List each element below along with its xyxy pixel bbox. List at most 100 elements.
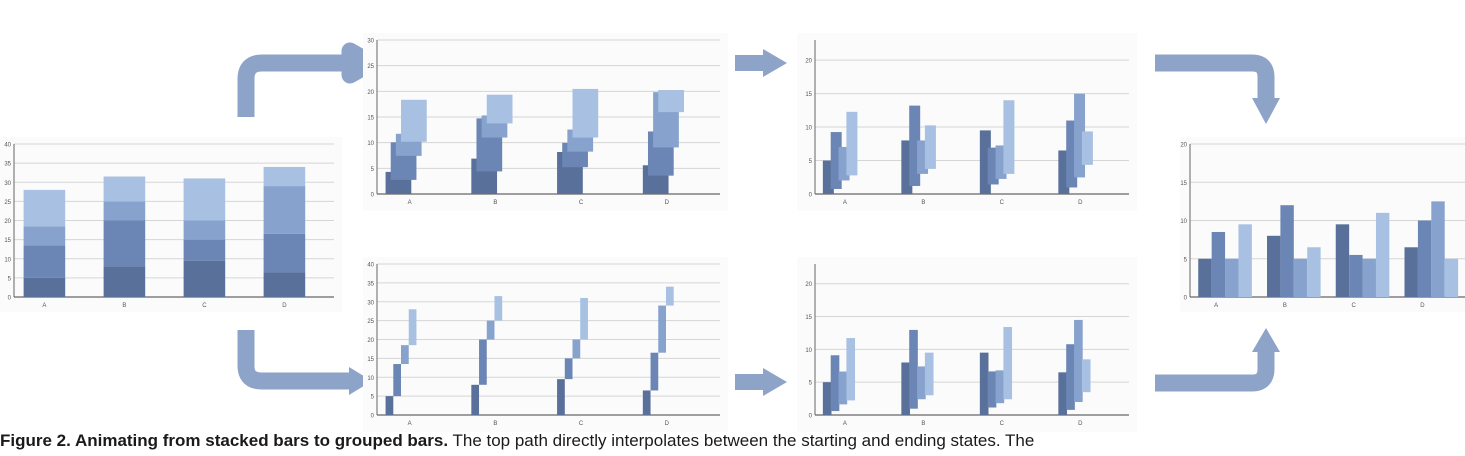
staggered-bar — [830, 355, 840, 412]
y-tick-label: 5 — [809, 381, 813, 387]
staggered-bar — [822, 382, 832, 415]
y-tick-label: 0 — [1184, 296, 1188, 302]
y-tick-label: 0 — [809, 414, 813, 420]
staggered-bar — [665, 286, 674, 306]
stacked-bar-segment — [263, 233, 306, 273]
interpolated-bar — [1081, 131, 1093, 165]
grouped-bar — [1293, 258, 1308, 297]
y-tick-label: 5 — [809, 159, 813, 165]
staggered-bar — [917, 366, 926, 400]
x-tick-label: A — [843, 200, 847, 206]
charts-layer: 0 5 10 15 20 25 30 35 40 A B C D 0 5 10 15 20 25 30 A B C D 0 5 10… — [0, 33, 1465, 432]
staggered-bar — [393, 364, 402, 397]
bars — [1198, 201, 1459, 297]
y-tick-label: 15 — [367, 357, 374, 363]
y-tick-label: 40 — [367, 263, 374, 269]
staggered-bar — [1003, 327, 1013, 400]
grouped-bar — [1267, 235, 1281, 297]
staggered-bar — [557, 379, 565, 415]
arrow-head-icon — [1252, 328, 1280, 352]
x-tick-label: B — [921, 200, 925, 206]
y-tick-label: 5 — [371, 167, 375, 173]
staggered-bar — [642, 390, 651, 415]
stacked-bar-segment — [263, 166, 306, 187]
staggered-bar — [486, 320, 495, 340]
y-tick-label: 15 — [805, 92, 812, 98]
figure-caption: Figure 2. Animating from stacked bars to… — [0, 431, 1465, 456]
caption-text: The top path directly interpolates betwe… — [452, 431, 1035, 450]
y-tick-label: 20 — [4, 219, 11, 225]
arrow-head-icon — [349, 49, 372, 77]
staggered-bar — [1058, 372, 1067, 415]
y-tick-label: 30 — [367, 39, 374, 45]
bars — [385, 88, 684, 194]
arrow-head-icon — [349, 367, 372, 395]
stacked-bar-segment — [103, 176, 146, 202]
grouped-bar — [1307, 247, 1321, 297]
stacked-bar-segment — [103, 201, 146, 221]
stacked-bar-segment — [23, 245, 66, 278]
arrow-right-icon — [763, 49, 787, 77]
bars — [822, 319, 1091, 415]
arrow-shaft-icon — [735, 55, 765, 71]
interpolated-bar — [1003, 100, 1015, 174]
bars — [385, 286, 674, 415]
bars — [822, 93, 1093, 194]
grouped-bar — [1280, 205, 1294, 297]
interpolated-bar — [486, 94, 513, 124]
staggered-bar — [979, 352, 989, 415]
staggered-bar — [909, 329, 918, 409]
interpolated-bar — [846, 111, 858, 176]
interpolated-bar — [987, 147, 999, 185]
grouped-bar — [1404, 247, 1418, 297]
stacked-bar-segment — [103, 266, 146, 297]
grouped-bar — [1238, 224, 1252, 297]
interpolated-bar — [924, 125, 936, 169]
grouped-bar — [1335, 224, 1350, 297]
x-tick-label: D — [1078, 421, 1083, 427]
y-tick-label: 10 — [1180, 219, 1187, 225]
y-tick-label: 10 — [4, 257, 11, 263]
grouped-bar — [1349, 254, 1363, 297]
y-tick-label: 35 — [367, 281, 374, 287]
interpolated-bar — [822, 160, 834, 194]
y-tick-label: 15 — [1180, 181, 1187, 187]
staggered-bar — [987, 371, 997, 408]
staggered-bar — [494, 296, 503, 321]
top-middle-chart: 0 5 10 15 20 25 30 A B C D — [363, 33, 728, 211]
y-tick-label: 25 — [367, 64, 374, 70]
x-tick-label: B — [493, 421, 497, 427]
staggered-bar — [924, 352, 934, 396]
y-tick-label: 15 — [367, 116, 374, 122]
y-tick-label: 5 — [8, 276, 12, 282]
staggered-bar — [471, 384, 480, 415]
x-tick-label: C — [579, 421, 584, 427]
staggered-bar — [1066, 344, 1075, 410]
staggered-bar — [580, 297, 588, 340]
y-tick-label: 30 — [367, 300, 374, 306]
y-tick-label: 0 — [8, 296, 12, 302]
interpolated-bar — [830, 132, 842, 189]
x-tick-label: B — [921, 421, 925, 427]
chart-panel — [363, 257, 728, 432]
staggered-bar — [385, 396, 394, 415]
stacked-bar-segment — [23, 277, 66, 297]
stacked-bar-segment — [183, 239, 226, 261]
x-tick-label: C — [1351, 303, 1356, 309]
grouped-bar — [1444, 258, 1459, 297]
x-tick-label: A — [1214, 303, 1218, 309]
y-tick-label: 20 — [805, 282, 812, 288]
stacked-bar-segment — [23, 189, 66, 227]
y-tick-label: 20 — [367, 90, 374, 96]
x-tick-label: C — [579, 200, 584, 206]
grouped-bar — [1225, 258, 1239, 297]
stacked-bar-segment — [103, 220, 146, 267]
x-tick-label: A — [42, 303, 46, 309]
x-tick-label: C — [1000, 421, 1005, 427]
y-tick-label: 10 — [367, 376, 374, 382]
interpolated-bar — [917, 140, 929, 174]
staggered-bar — [401, 345, 409, 365]
x-tick-label: A — [843, 421, 847, 427]
y-tick-label: 20 — [805, 59, 812, 65]
interpolated-bar — [909, 105, 921, 186]
